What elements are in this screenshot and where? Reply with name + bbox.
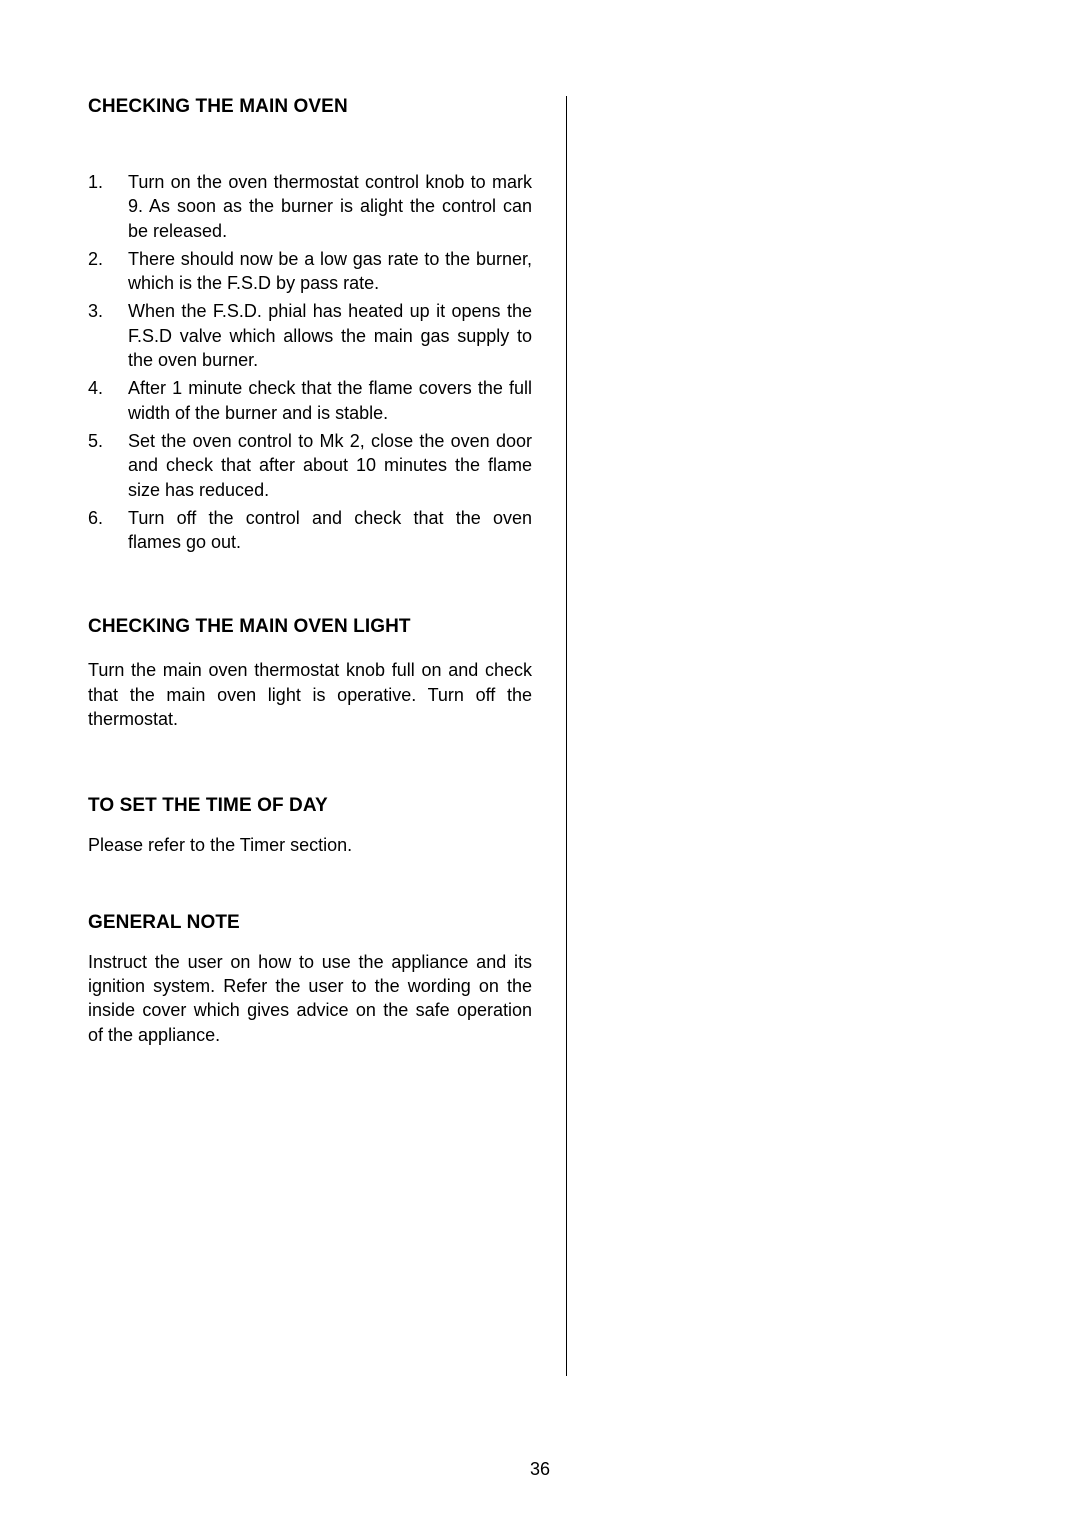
list-item: 1. Turn on the oven thermostat control k… [88, 170, 532, 243]
list-item-number: 6. [88, 506, 128, 555]
list-item-number: 2. [88, 247, 128, 296]
section-time-of-day: TO SET THE TIME OF DAY Please refer to t… [88, 795, 532, 857]
body-main-oven-light: Turn the main oven thermostat knob full … [88, 658, 532, 731]
left-column: CHECKING THE MAIN OVEN 1. Turn on the ov… [88, 96, 566, 1396]
list-item: 6. Turn off the control and check that t… [88, 506, 532, 555]
heading-general-note: GENERAL NOTE [88, 912, 532, 934]
list-item-text: Turn off the control and check that the … [128, 506, 532, 555]
list-item-text: Turn on the oven thermostat control knob… [128, 170, 532, 243]
page-container: CHECKING THE MAIN OVEN 1. Turn on the ov… [0, 0, 1080, 1528]
heading-main-oven-light: CHECKING THE MAIN OVEN LIGHT [88, 616, 532, 638]
section-main-oven: CHECKING THE MAIN OVEN 1. Turn on the ov… [88, 96, 532, 554]
list-item-text: After 1 minute check that the flame cove… [128, 376, 532, 425]
list-item-number: 3. [88, 299, 128, 372]
section-main-oven-light: CHECKING THE MAIN OVEN LIGHT Turn the ma… [88, 616, 532, 731]
body-time-of-day: Please refer to the Timer section. [88, 833, 532, 857]
list-item: 3. When the F.S.D. phial has heated up i… [88, 299, 532, 372]
list-item-number: 4. [88, 376, 128, 425]
list-item-text: When the F.S.D. phial has heated up it o… [128, 299, 532, 372]
heading-main-oven: CHECKING THE MAIN OVEN [88, 96, 532, 118]
list-item-text: There should now be a low gas rate to th… [128, 247, 532, 296]
list-item: 4. After 1 minute check that the flame c… [88, 376, 532, 425]
heading-time-of-day: TO SET THE TIME OF DAY [88, 795, 532, 817]
list-item-number: 1. [88, 170, 128, 243]
section-general-note: GENERAL NOTE Instruct the user on how to… [88, 912, 532, 1047]
list-item: 2. There should now be a low gas rate to… [88, 247, 532, 296]
content-wrapper: CHECKING THE MAIN OVEN 1. Turn on the ov… [88, 96, 1000, 1396]
body-general-note: Instruct the user on how to use the appl… [88, 950, 532, 1047]
list-item-text: Set the oven control to Mk 2, close the … [128, 429, 532, 502]
right-column [567, 96, 1000, 1396]
list-item: 5. Set the oven control to Mk 2, close t… [88, 429, 532, 502]
main-oven-list: 1. Turn on the oven thermostat control k… [88, 170, 532, 554]
page-number: 36 [0, 1459, 1080, 1480]
list-item-number: 5. [88, 429, 128, 502]
